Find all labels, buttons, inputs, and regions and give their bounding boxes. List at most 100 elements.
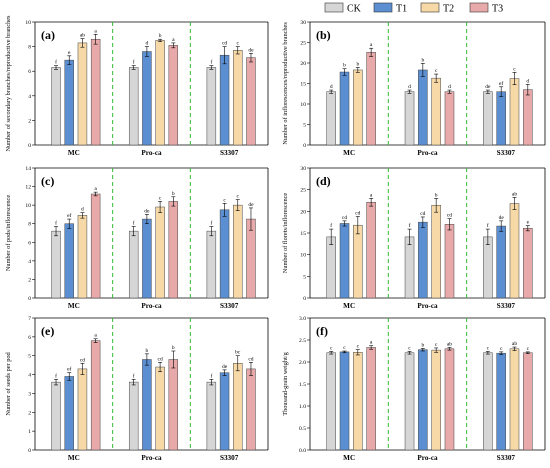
y-tick-label: 1 xyxy=(28,429,31,435)
y-tick-label: 4 xyxy=(28,373,31,379)
bar-t2-mc xyxy=(353,224,363,299)
y-tick-label: 3.0 xyxy=(299,316,306,322)
bar-ck-s3307 xyxy=(206,381,217,451)
significance-letter: f xyxy=(55,372,57,379)
significance-letter: c xyxy=(357,344,360,350)
significance-letter: b xyxy=(435,192,438,198)
bar-t2-s3307 xyxy=(233,204,243,299)
bar-ck-pro-ca xyxy=(128,230,139,299)
bar-t1-pro-ca xyxy=(142,359,152,451)
significance-letter: ef xyxy=(67,366,71,373)
y-tick-label: 10 xyxy=(300,102,306,108)
legend: CK T1 T2 T3 xyxy=(324,2,503,15)
significance-letter: f xyxy=(330,222,332,229)
bar-ck-s3307 xyxy=(483,236,493,299)
significance-letter: b xyxy=(356,62,359,68)
significance-letter: c xyxy=(343,345,346,351)
y-tick-label: 0 xyxy=(303,143,306,149)
bar-t3-pro-ca xyxy=(444,224,455,299)
bar-t3-pro-ca xyxy=(168,45,179,146)
significance-letter: cd xyxy=(420,211,425,217)
legend-label-t3: T3 xyxy=(492,4,503,15)
bar-t2-pro-ca xyxy=(431,205,441,299)
significance-letter: c xyxy=(223,197,226,203)
y-tick-label: 12 xyxy=(25,185,31,191)
y-tick-label: 8 xyxy=(28,222,31,228)
significance-letter: a xyxy=(370,340,373,346)
legend-swatch-t3 xyxy=(469,2,489,13)
bar-t1-mc xyxy=(339,351,350,451)
y-axis-label: Number of secondary branches/reproductiv… xyxy=(5,15,12,152)
y-tick-label: 2.5 xyxy=(299,338,306,344)
significance-letter: c xyxy=(330,345,333,351)
bar-ck-mc xyxy=(51,67,61,146)
bar-t3-mc xyxy=(366,201,376,299)
significance-letter: de xyxy=(485,84,491,90)
significance-letter: c xyxy=(435,342,438,348)
panel-label: (d) xyxy=(316,174,331,188)
y-tick-label: 10 xyxy=(300,253,306,259)
y-tick-label: 0 xyxy=(28,296,31,302)
bar-t1-s3307 xyxy=(496,91,506,146)
bar-t2-pro-ca xyxy=(431,77,441,146)
significance-letter: c xyxy=(487,345,490,351)
bar-t1-mc xyxy=(64,59,74,146)
bar-t1-s3307 xyxy=(219,54,230,146)
y-tick-label: 25 xyxy=(300,188,306,194)
significance-letter: e xyxy=(68,50,71,56)
y-tick-label: 14 xyxy=(25,166,31,172)
panel-c: 0 2 4 6 8 10 12 14 Number of pods/inflorescence (… xyxy=(5,166,269,310)
significance-letter: cd xyxy=(355,211,360,217)
significance-letter: f xyxy=(210,59,212,66)
bar-ck-pro-ca xyxy=(404,91,415,146)
bar-t1-s3307 xyxy=(219,209,230,299)
significance-letter: cd xyxy=(248,356,253,362)
bar-ck-mc xyxy=(326,236,336,299)
significance-letter: ef xyxy=(67,212,71,219)
significance-letter: b xyxy=(343,63,346,69)
bar-t1-s3307 xyxy=(496,352,506,451)
bar-t2-pro-ca xyxy=(155,366,165,451)
bar-t3-s3307 xyxy=(246,368,256,451)
x-category-label: S3307 xyxy=(497,454,516,462)
x-category-label: Pro-ca xyxy=(141,149,162,157)
bar-t3-s3307 xyxy=(246,57,256,146)
significance-letter: c xyxy=(500,346,503,352)
significance-letter: e xyxy=(527,220,530,226)
y-tick-label: 1.5 xyxy=(299,382,306,388)
bar-ck-s3307 xyxy=(483,91,493,146)
significance-letter: a xyxy=(370,42,373,48)
bar-t3-mc xyxy=(90,340,101,451)
x-category-label: MC xyxy=(343,454,355,462)
bar-t2-s3307 xyxy=(509,348,520,451)
y-tick-label: 5 xyxy=(303,123,306,129)
x-category-label: MC xyxy=(343,149,355,157)
bar-t1-mc xyxy=(64,223,74,299)
x-category-label: MC xyxy=(68,149,80,157)
significance-letter: c xyxy=(513,66,516,72)
significance-letter: f xyxy=(133,59,135,66)
y-axis-label: Number of pods/inflorescence xyxy=(5,195,12,271)
y-tick-label: 10 xyxy=(25,203,31,209)
y-tick-label: 15 xyxy=(300,231,306,237)
significance-letter: f xyxy=(409,222,411,229)
bar-t3-mc xyxy=(366,347,376,451)
significance-letter: f xyxy=(55,220,57,227)
bar-t1-pro-ca xyxy=(418,69,428,146)
y-tick-label: 6 xyxy=(28,69,31,75)
bar-t2-mc xyxy=(353,352,363,451)
bar-t2-pro-ca xyxy=(155,206,165,299)
y-tick-label: 0 xyxy=(28,448,31,454)
significance-letter: b xyxy=(146,348,149,354)
bar-t3-pro-ca xyxy=(168,359,179,451)
significance-letter: c xyxy=(237,194,240,200)
bar-ck-s3307 xyxy=(483,352,493,451)
bar-t2-s3307 xyxy=(509,203,520,299)
y-tick-label: 20 xyxy=(300,209,306,215)
significance-letter: bc xyxy=(235,350,241,356)
panel-a: 0 2 4 6 8 10 Number of secondary branches/repr… xyxy=(5,15,269,157)
y-tick-label: 6 xyxy=(28,240,31,246)
bar-t3-pro-ca xyxy=(444,348,455,451)
significance-letter: c xyxy=(237,41,240,47)
